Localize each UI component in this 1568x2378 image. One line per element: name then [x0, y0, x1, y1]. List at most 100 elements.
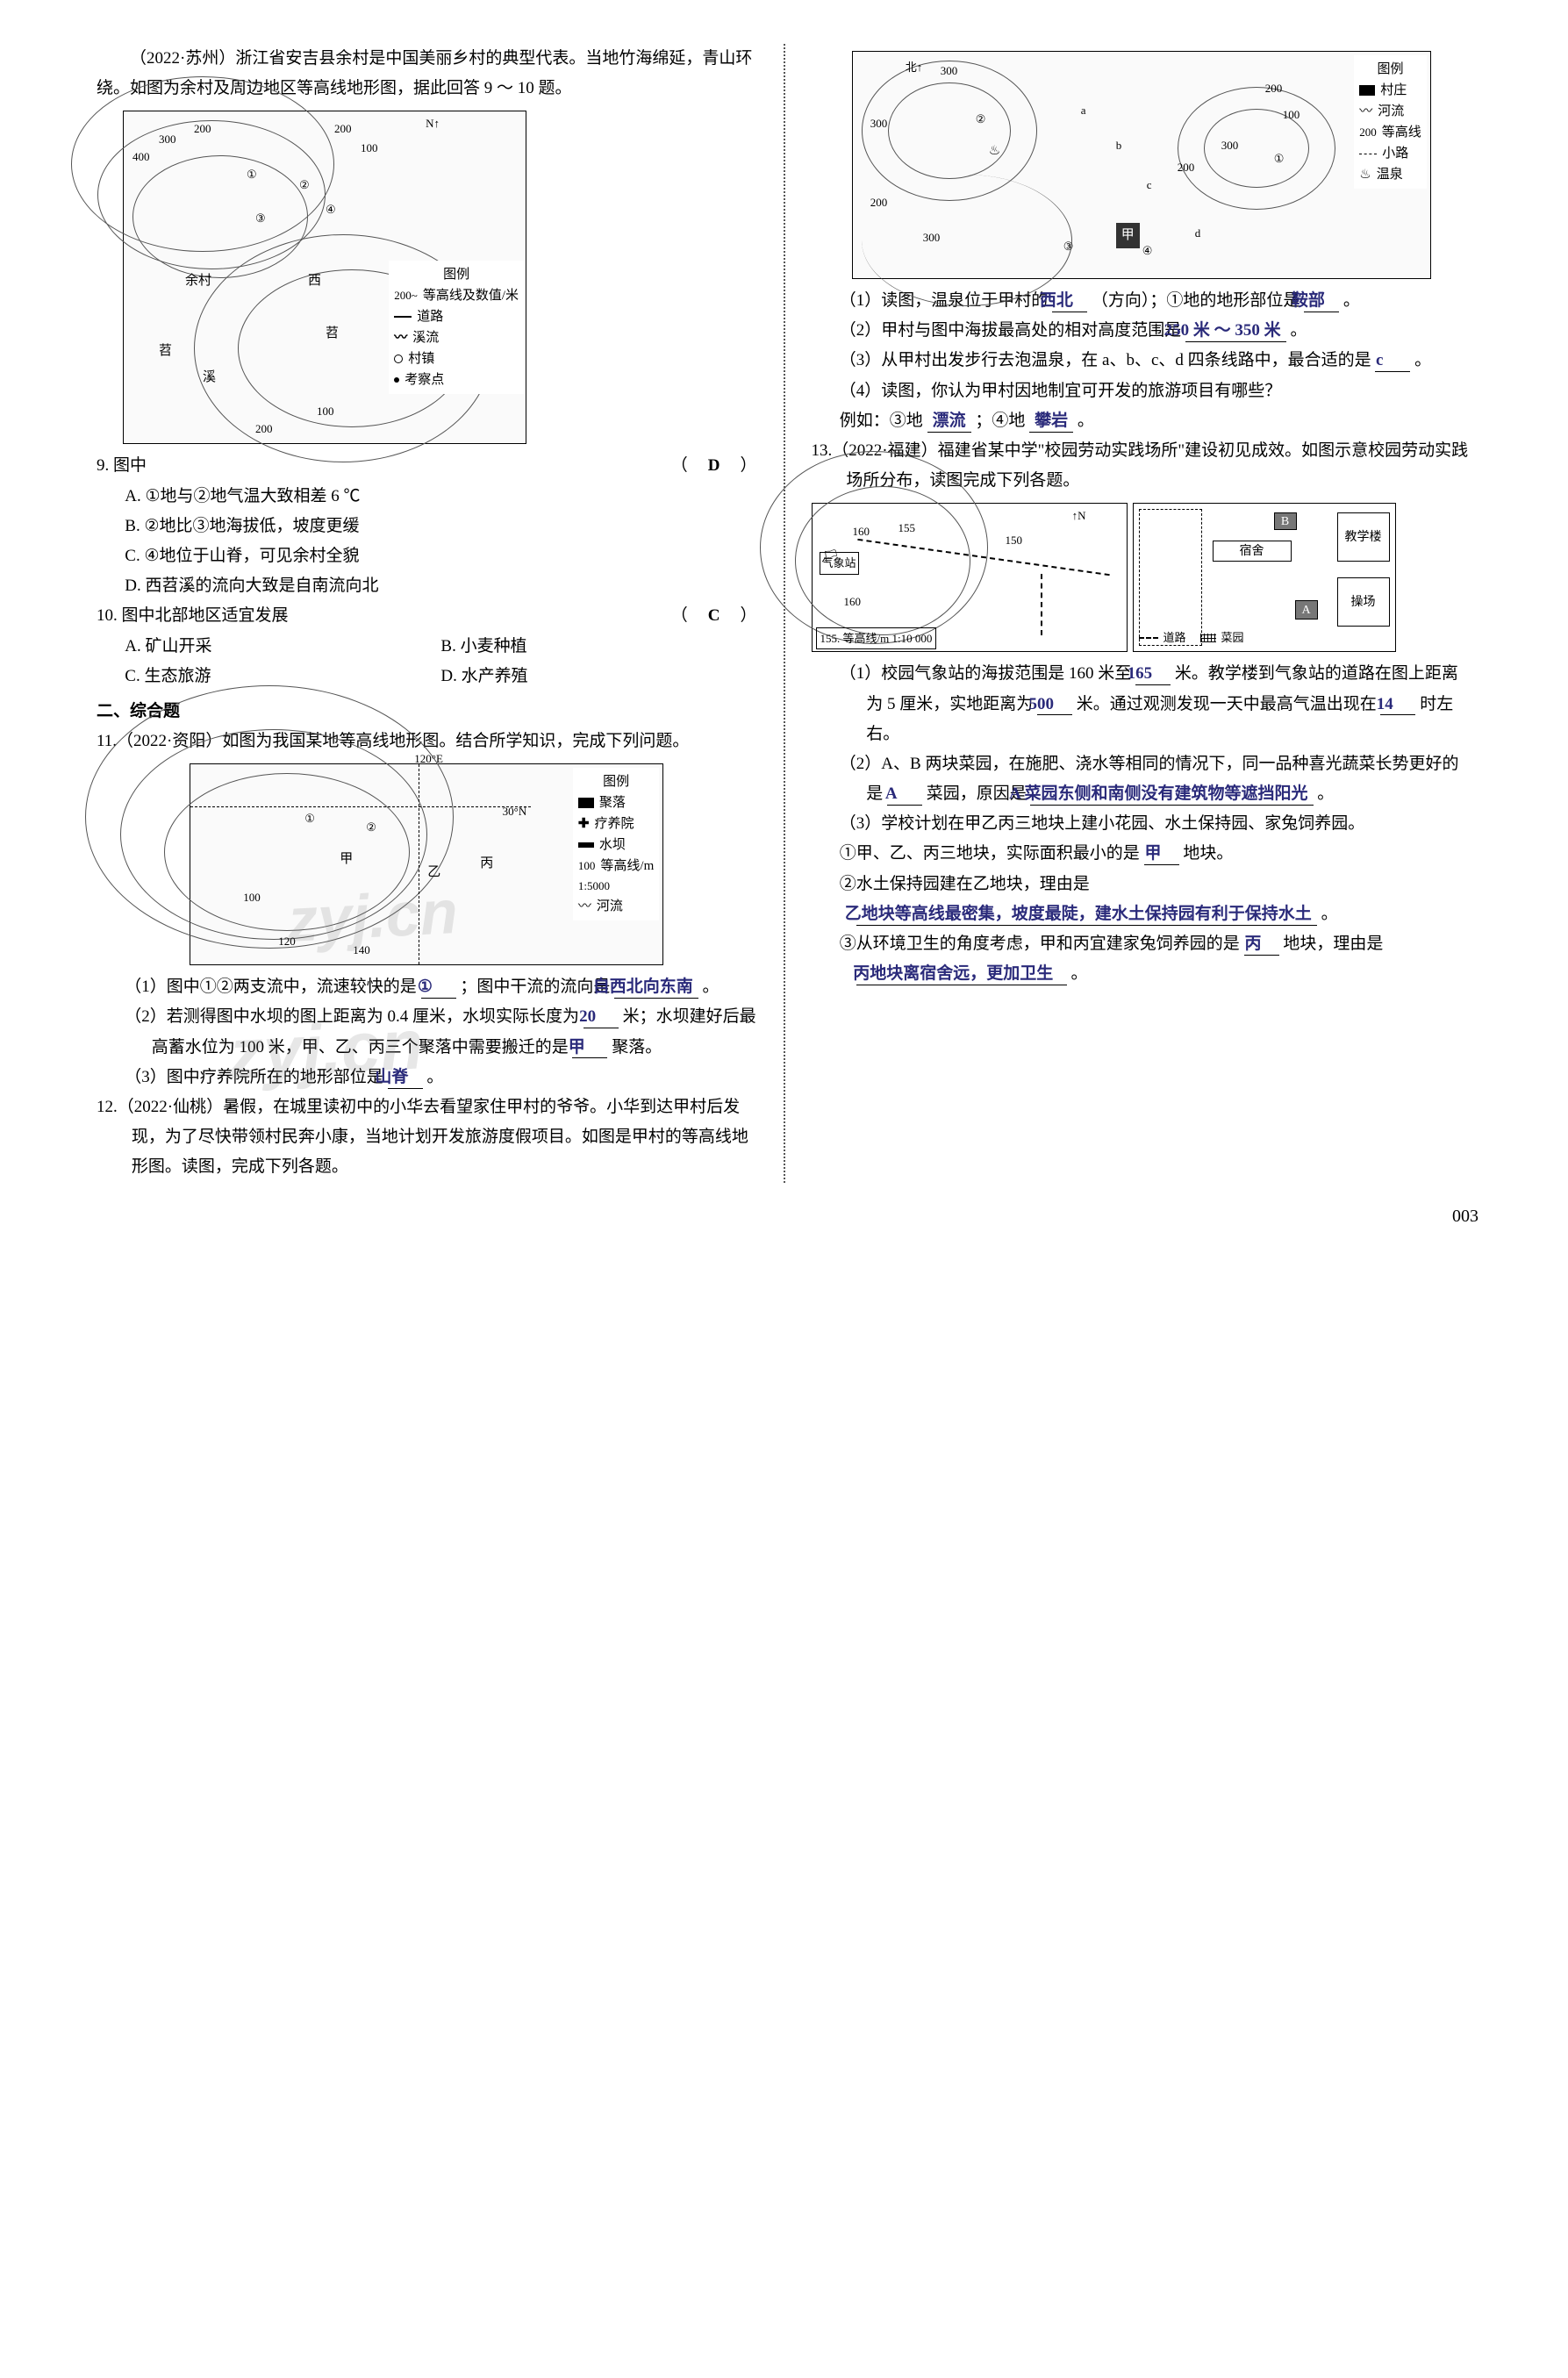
- q13-p2-ans2: A 菜园东侧和南侧没有建筑物等遮挡阳光: [1030, 784, 1313, 806]
- q10-answer: C: [705, 606, 724, 625]
- q11-leg-settle: 聚落: [599, 792, 626, 813]
- q11-p3-a: （3）图中疗养院所在的地形部位是: [125, 1068, 383, 1086]
- q11-legend-title: 图例: [578, 771, 654, 792]
- q12-p4-eg: 例如：③地 漂流 ；④地 攀岩 。: [812, 406, 1472, 436]
- q12-p3-b: 。: [1414, 351, 1431, 369]
- q11-p3-ans: 山脊: [388, 1068, 423, 1089]
- q9-stem: 9. 图中: [97, 451, 147, 481]
- q11-p2-a: （2）若测得图中水坝的图上距离为 0.4 厘米，水坝实际长度为: [125, 1007, 579, 1026]
- q13-p2-c: 。: [1317, 784, 1334, 803]
- q11-p1-ans2: 自西北向东南: [614, 978, 698, 999]
- q11-leg-river: 河流: [597, 896, 623, 917]
- q11-p3-b: 。: [426, 1068, 443, 1086]
- q11-p2: （2）若测得图中水坝的图上距离为 0.4 厘米，水坝实际长度为 20 米；水坝建…: [123, 1002, 756, 1062]
- q12-leg-path: 小路: [1382, 143, 1408, 164]
- q9-answer-paren: （ D ）: [671, 451, 757, 481]
- q9-optD: D. 西苕溪的流向大致是自南流向北: [125, 571, 756, 601]
- q12-p2: （2）甲村与图中海拔最高处的相对高度范围是 250 米 ～ 350 米 。: [838, 316, 1471, 346]
- q10-stem: 10. 图中北部地区适宜发展: [97, 601, 289, 631]
- q10-optD: D. 水产养殖: [440, 662, 756, 691]
- legend-stream: 溪流: [412, 327, 439, 348]
- q13-p3-2: ②水土保持园建在乙地块，理由是 乙地块等高线最密集，坡度最陡，建水土保持园有利于…: [812, 870, 1472, 929]
- q13-p1: （1）校园气象站的海拔范围是 160 米至 165 米。教学楼到气象站的道路在图…: [838, 659, 1471, 749]
- q12-legend-title: 图例: [1359, 59, 1421, 80]
- q13-p3-1b: 地块。: [1183, 844, 1233, 863]
- q9-options: A. ①地与②地气温大致相差 6 ℃ B. ②地比③地海拔低，坡度更缓 C. ④…: [97, 482, 757, 602]
- q12-stem: 12.（2022·仙桃）暑假，在城里读初中的小华去看望家住甲村的爷爷。小华到达甲…: [97, 1092, 757, 1183]
- legend-point: 考察点: [405, 369, 444, 390]
- q13-p3-1a: ①甲、乙、丙三地块，实际面积最小的是: [840, 844, 1140, 863]
- q13-p1-ans3: 14: [1380, 695, 1415, 716]
- q12-p2-a: （2）甲村与图中海拔最高处的相对高度范围是: [840, 321, 1182, 340]
- q13-p3: （3）学校计划在甲乙丙三地块上建小花园、水土保持园、家兔饲养园。: [838, 809, 1471, 839]
- q12-leg-river: 河流: [1378, 101, 1404, 122]
- q12-p3-a: （3）从甲村出发步行去泡温泉，在 a、b、c、d 四条线路中，最合适的是: [840, 351, 1371, 369]
- q13-p2: （2）A、B 两块菜园，在施肥、浇水等相同的情况下，同一品种喜光蔬菜长势更好的是…: [838, 749, 1471, 809]
- q11-p2-ans2: 甲: [572, 1038, 607, 1059]
- page-number: 003: [79, 1200, 1489, 1232]
- legend-contour: 等高线及数值/米: [423, 285, 519, 306]
- q13-p3-3: ③从环境卫生的角度考虑，甲和丙宜建家兔饲养园的是 丙 地块，理由是 丙地块离宿舍…: [812, 929, 1472, 989]
- q9-line: 9. 图中 （ D ）: [97, 451, 757, 481]
- q11-p1-a: （1）图中①②两支流中，流速较快的是: [125, 978, 417, 996]
- q13-p3-3ans2: 丙地块离宿舍远，更加卫生: [856, 964, 1067, 985]
- q13-building-field: 操场: [1337, 577, 1390, 627]
- legend-road: 道路: [417, 306, 443, 327]
- q13-plot-a: A: [1295, 600, 1318, 620]
- q13-p1-a: （1）校园气象站的海拔范围是 160 米至: [840, 664, 1132, 683]
- q12-p4-ans2: 攀岩: [1029, 412, 1073, 433]
- q9-optC: C. ④地位于山脊，可见余村全貌: [125, 541, 756, 571]
- q12-leg-village: 村庄: [1380, 80, 1407, 101]
- q12-p4-d: 。: [1078, 412, 1094, 430]
- q13-plot-b: B: [1274, 512, 1297, 530]
- q11-p1-b: ；图中干流的流向是: [460, 978, 610, 996]
- q13-building-dorm: 宿舍: [1213, 541, 1292, 562]
- q13-p3-1ans: 甲: [1144, 844, 1179, 865]
- q12-leg-spring: 温泉: [1377, 164, 1403, 185]
- q10-line: 10. 图中北部地区适宜发展 （ C ）: [97, 601, 757, 631]
- q13-p3-3b: 地块，理由是: [1283, 935, 1383, 953]
- q11-scale: 1:5000: [578, 877, 610, 896]
- q12-p4-a: （4）读图，你认为甲村因地制宜可开发的旅游项目有哪些？: [840, 382, 1282, 400]
- q12-p1-ans2: 鞍部: [1304, 291, 1339, 312]
- q10-options: A. 矿山开采 B. 小麦种植 C. 生态旅游 D. 水产养殖: [97, 632, 757, 691]
- q13-p1-ans2: 500: [1037, 695, 1072, 716]
- q13-p1-c: 米。通过观测发现一天中最高气温出现在: [1077, 695, 1377, 713]
- q12-leg-contnum: 200: [1359, 124, 1377, 142]
- q11-leg-dam: 水坝: [599, 834, 626, 856]
- figure-q13-campus: ↑N 160 155 150 160 气象站 🏳 155. 等高线/m 1:10…: [812, 503, 1472, 652]
- q10-optB: B. 小麦种植: [440, 632, 756, 662]
- q11-p1: （1）图中①②两支流中，流速较快的是 ① ；图中干流的流向是 自西北向东南 。: [123, 972, 756, 1002]
- q13-p3-2b: 。: [1321, 905, 1338, 923]
- q12-p4-ans1: 漂流: [927, 412, 971, 433]
- q13-p3-a: （3）学校计划在甲乙丙三地块上建小花园、水土保持园、家兔饲养园。: [840, 814, 1365, 833]
- q12-leg-contour: 等高线: [1382, 122, 1421, 143]
- legend-title: 图例: [394, 264, 519, 285]
- q11-leg-contour-num: 100: [578, 857, 596, 876]
- q12-p3-ans: c: [1375, 351, 1410, 372]
- q13-leg-road: 道路: [1163, 627, 1186, 648]
- q13-p3-2ans: 乙地块等高线最密集，坡度最陡，建水土保持园有利于保持水土: [856, 905, 1317, 926]
- q11-lat: 30°N: [503, 801, 527, 821]
- q13-p3-1: ①甲、乙、丙三地块，实际面积最小的是 甲 地块。: [812, 839, 1472, 869]
- q11-p3: （3）图中疗养院所在的地形部位是 山脊 。: [123, 1063, 756, 1092]
- q13-scale: 155. 等高线/m 1:10 000: [816, 627, 937, 649]
- q13-p3-2a: ②水土保持园建在乙地块，理由是: [840, 875, 1090, 893]
- q12-p4-c: ；④地: [975, 412, 1025, 430]
- q11-p2-c: 聚落。: [612, 1038, 662, 1056]
- q13-p2-ans1: A: [887, 784, 922, 806]
- q13-p3-3ans1: 丙: [1244, 935, 1279, 956]
- q12-p1-b: （方向）；①地的地形部位是: [1092, 291, 1300, 310]
- q13-p1-ans1: 165: [1135, 664, 1171, 685]
- page-columns: （2022·苏州）浙江省安吉县余村是中国美丽乡村的典型代表。当地竹海绵延，青山环…: [79, 44, 1489, 1183]
- q11-p2-ans1: 20: [584, 1007, 619, 1028]
- q11-leg-sana: 疗养院: [594, 813, 634, 834]
- q11-p1-ans1: ①: [421, 978, 456, 999]
- q11-p1-c: 。: [702, 978, 719, 996]
- q13-p3-3c: 。: [1071, 964, 1088, 983]
- q12-p1-c: 。: [1343, 291, 1360, 310]
- q11-leg-contour: 等高线/m: [600, 856, 654, 877]
- right-column: 北↑ 300 300 200 300 200 300 100 200 ② ① ③…: [785, 44, 1490, 1183]
- q13-leg-garden: 菜园: [1221, 627, 1244, 648]
- q12-p1-ans1: 西北: [1052, 291, 1087, 312]
